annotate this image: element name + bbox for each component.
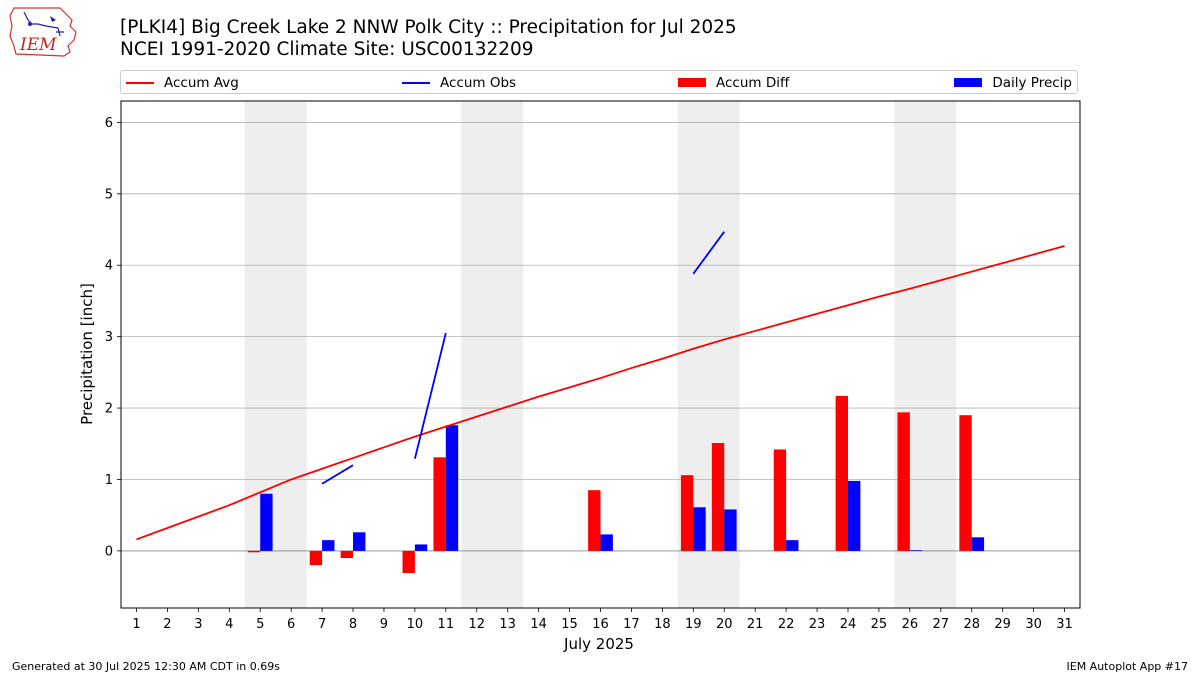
xtick-label-17: 17: [623, 617, 640, 632]
legend-item-accum-diff: Accum Diff: [678, 74, 789, 91]
xtick-label-15: 15: [561, 617, 578, 632]
xtick-label-30: 30: [1025, 617, 1042, 632]
series-lines: [136, 231, 1065, 541]
xtick-label-23: 23: [809, 617, 826, 632]
xtick-label-13: 13: [499, 617, 516, 632]
xtick-label-27: 27: [933, 617, 950, 632]
legend-label-daily-precip: Daily Precip: [992, 74, 1072, 91]
xtick-label-26: 26: [902, 617, 919, 632]
xtick-label-19: 19: [685, 617, 702, 632]
xtick-label-9: 9: [380, 617, 388, 632]
weekend-band-2: [461, 101, 524, 608]
bar-daily-precip-day-28: [971, 537, 985, 551]
xtick-label-5: 5: [256, 617, 264, 632]
bar-daily-precip-day-10: [414, 544, 428, 551]
xtick-label-8: 8: [349, 617, 357, 632]
legend: Accum Avg Accum Obs Accum Diff Daily Pre…: [120, 70, 1078, 94]
bar-daily-precip-day-16: [600, 534, 613, 551]
ytick-label-3: 3: [105, 330, 113, 345]
xtick-label-25: 25: [871, 617, 888, 632]
xtick-label-22: 22: [778, 617, 795, 632]
xtick-label-21: 21: [747, 617, 764, 632]
xtick-label-14: 14: [530, 617, 547, 632]
xtick-label-20: 20: [716, 617, 733, 632]
xtick-label-1: 1: [132, 617, 140, 632]
bar-accum-diff-day-10: [402, 550, 415, 574]
xtick-label-24: 24: [840, 617, 857, 632]
bar-accum-diff-day-5: [247, 550, 261, 553]
weekend-band-1: [244, 101, 307, 608]
xtick-label-4: 4: [225, 617, 233, 632]
line-accum-obs-segment-2: [414, 332, 447, 459]
legend-swatch-accum-avg: [126, 81, 154, 84]
bar-daily-precip-day-5: [260, 493, 273, 551]
bar-accum-diff-day-16: [588, 490, 601, 551]
bar-accum-diff-day-8: [340, 550, 354, 559]
ytick-label-4: 4: [105, 259, 113, 274]
legend-item-daily-precip: Daily Precip: [954, 74, 1072, 91]
chart-title: [PLKI4] Big Creek Lake 2 NNW Polk City :…: [120, 17, 737, 38]
legend-label-accum-diff: Accum Diff: [716, 74, 790, 91]
bar-accum-diff-day-26: [897, 412, 910, 551]
line-accum-avg: [136, 245, 1065, 541]
bar-daily-precip-day-7: [322, 540, 335, 551]
ytick-label-2: 2: [105, 402, 113, 417]
bar-daily-precip-day-8: [353, 532, 366, 551]
legend-swatch-accum-diff: [678, 78, 706, 87]
bar-daily-precip-day-20: [724, 509, 737, 551]
xtick-label-16: 16: [592, 617, 609, 632]
xtick-label-10: 10: [407, 617, 424, 632]
legend-swatch-daily-precip: [954, 78, 983, 87]
line-accum-obs-segment-1: [321, 464, 354, 485]
xtick-label-28: 28: [963, 617, 980, 632]
xtick-label-11: 11: [438, 617, 455, 632]
legend-swatch-accum-obs: [402, 81, 430, 84]
bars: [247, 395, 985, 574]
footer-app: IEM Autoplot App #17: [1066, 660, 1189, 673]
legend-item-accum-avg: Accum Avg: [126, 74, 239, 91]
xtick-label-6: 6: [287, 617, 295, 632]
bar-accum-diff-day-22: [773, 449, 787, 551]
y-axis-ticks: 0 1 2 3 4 5 6: [105, 116, 121, 559]
xtick-label-18: 18: [654, 617, 671, 632]
x-axis-label: July 2025: [563, 635, 634, 653]
bar-accum-diff-day-7: [309, 550, 323, 566]
chart-subtitle: NCEI 1991-2020 Climate Site: USC00132209: [120, 39, 534, 60]
y-axis-label: Precipitation [inch]: [78, 283, 96, 425]
bar-accum-diff-day-19: [680, 475, 694, 551]
bar-daily-precip-day-22: [786, 540, 799, 551]
xtick-label-7: 7: [318, 617, 326, 632]
bar-daily-precip-day-24: [847, 480, 861, 551]
xtick-label-3: 3: [194, 617, 202, 632]
xtick-label-31: 31: [1056, 617, 1073, 632]
ytick-label-0: 0: [105, 544, 113, 559]
line-accum-obs-segment-3: [692, 231, 725, 275]
xtick-label-29: 29: [994, 617, 1011, 632]
ytick-label-5: 5: [105, 187, 113, 202]
x-axis-ticks: 1 2 3 4 5 6 7 8 9 10 11 12 13 14 15 16 17 18 19 20 21 22 23 24 2…: [132, 608, 1073, 632]
bar-accum-diff-day-24: [835, 395, 848, 551]
legend-label-accum-avg: Accum Avg: [164, 74, 239, 91]
legend-label-accum-obs: Accum Obs: [440, 74, 517, 91]
bar-daily-precip-day-11: [445, 425, 459, 551]
xtick-label-12: 12: [468, 617, 485, 632]
legend-item-accum-obs: Accum Obs: [402, 74, 516, 91]
bar-daily-precip-day-26: [909, 550, 923, 551]
bar-accum-diff-day-28: [959, 415, 972, 551]
bar-accum-diff-day-20: [711, 443, 725, 551]
ytick-label-1: 1: [105, 473, 113, 488]
ytick-label-6: 6: [105, 116, 113, 131]
footer-generated: Generated at 30 Jul 2025 12:30 AM CDT in…: [12, 660, 280, 673]
bar-accum-diff-day-11: [433, 457, 446, 551]
iem-logo: IEM: [9, 7, 77, 57]
bar-daily-precip-day-19: [693, 507, 706, 551]
svg-text:IEM: IEM: [19, 35, 57, 55]
xtick-label-2: 2: [163, 617, 171, 632]
